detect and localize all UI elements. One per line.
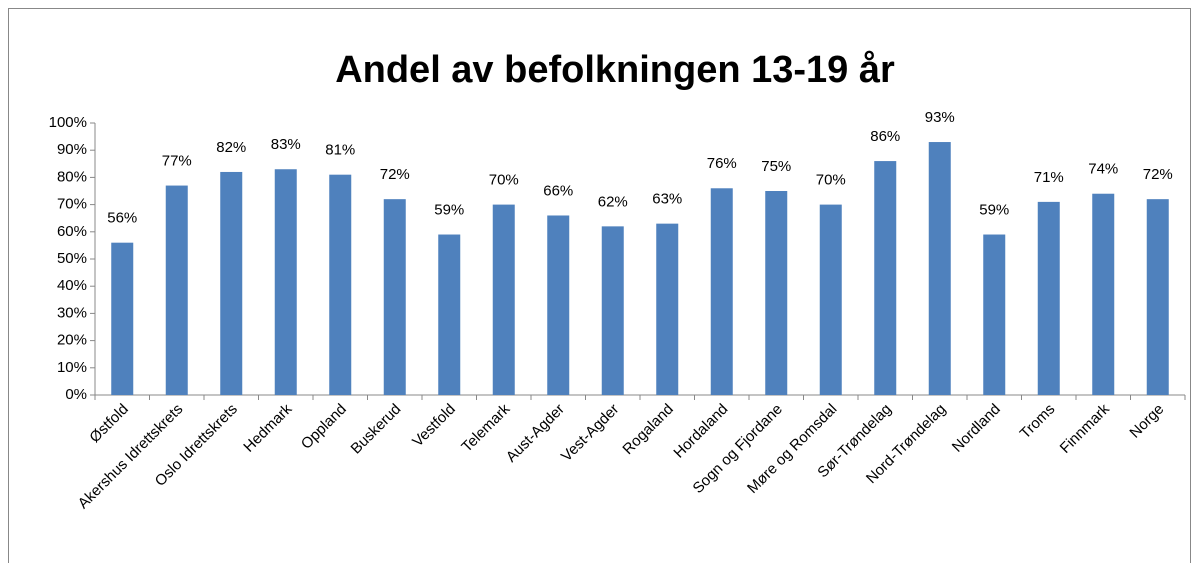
- bar: [383, 199, 406, 395]
- x-tick-label: Finnmark: [1057, 400, 1114, 457]
- value-label: 72%: [380, 166, 410, 183]
- value-label: 62%: [598, 193, 628, 210]
- bar: [165, 185, 188, 395]
- bar: [1037, 201, 1060, 395]
- x-tick-label: Aust-Agder: [503, 401, 568, 466]
- bar: [329, 174, 352, 395]
- x-tick-label: Telemark: [458, 400, 513, 455]
- chart-border: [8, 8, 1191, 563]
- bar: [710, 188, 733, 395]
- value-label: 93%: [925, 109, 955, 126]
- x-tick-label: Norge: [1126, 401, 1167, 442]
- y-tick-label: 70%: [57, 196, 87, 213]
- y-tick-label: 10%: [57, 359, 87, 376]
- bar: [547, 215, 570, 395]
- value-label: 66%: [543, 182, 573, 199]
- value-label: 56%: [107, 210, 137, 227]
- x-tick-label: Oppland: [298, 401, 350, 453]
- x-tick-label: Vestfold: [409, 401, 459, 451]
- y-tick-label: 50%: [57, 250, 87, 267]
- y-tick-label: 0%: [65, 386, 87, 403]
- value-label: 71%: [1034, 169, 1064, 186]
- chart-title: Andel av befolkningen 13-19 år: [335, 49, 895, 91]
- value-label: 76%: [707, 155, 737, 172]
- bar: [874, 161, 897, 395]
- bar: [274, 169, 297, 395]
- value-label: 83%: [271, 136, 301, 153]
- x-tick-label: Buskerud: [348, 401, 405, 458]
- bar: [765, 191, 788, 395]
- bar: [819, 204, 842, 395]
- y-tick-label: 20%: [57, 332, 87, 349]
- y-tick-label: 90%: [57, 141, 87, 158]
- x-tick-label: Hedmark: [240, 400, 295, 455]
- y-tick-label: 100%: [49, 114, 87, 131]
- y-tick-label: 60%: [57, 223, 87, 240]
- x-tick-label: Akershus Idrettskrets: [75, 401, 187, 513]
- y-tick-label: 80%: [57, 168, 87, 185]
- value-label: 70%: [489, 172, 519, 189]
- bar: [983, 234, 1006, 395]
- value-label: 72%: [1143, 166, 1173, 183]
- value-label: 77%: [162, 153, 192, 170]
- value-label: 59%: [979, 201, 1009, 218]
- value-label: 86%: [870, 128, 900, 145]
- x-tick-label: Troms: [1017, 401, 1059, 443]
- y-tick-label: 30%: [57, 304, 87, 321]
- bar: [438, 234, 461, 395]
- bar: [492, 204, 515, 395]
- x-tick-label: Nordland: [949, 401, 1004, 456]
- bar: [928, 142, 951, 395]
- value-label: 63%: [652, 191, 682, 208]
- value-label: 70%: [816, 172, 846, 189]
- bar: [656, 223, 679, 395]
- x-tick-label: Østfold: [86, 401, 132, 447]
- bar: [1146, 199, 1169, 395]
- value-label: 82%: [216, 139, 246, 156]
- x-tick-label: Vest-Agder: [558, 401, 623, 466]
- bar: [1092, 193, 1115, 395]
- value-label: 74%: [1088, 161, 1118, 178]
- y-tick-label: 40%: [57, 277, 87, 294]
- value-label: 75%: [761, 158, 791, 175]
- bar: [601, 226, 624, 395]
- bar: [220, 171, 243, 395]
- bar: [111, 242, 134, 395]
- value-label: 81%: [325, 142, 355, 159]
- value-label: 59%: [434, 201, 464, 218]
- x-tick-label: Rogaland: [619, 401, 676, 458]
